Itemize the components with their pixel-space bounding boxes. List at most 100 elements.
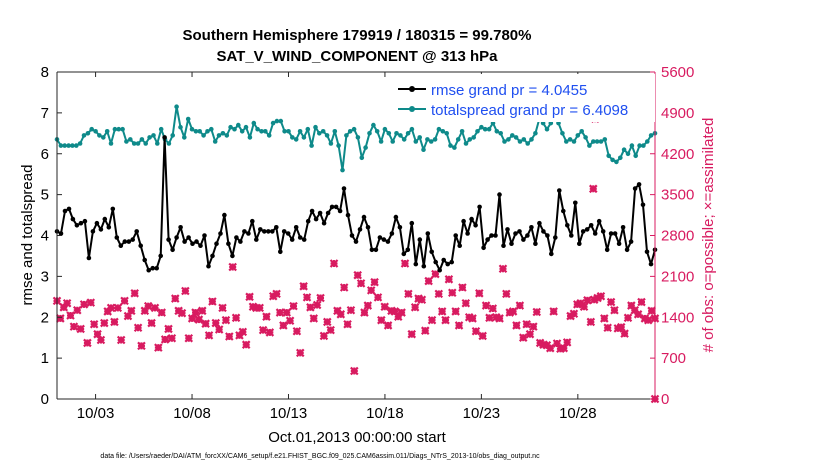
x-axis-label: Oct.01,2013 00:00:00 start: [268, 429, 446, 446]
rmse-series-point: [266, 229, 271, 234]
y-right-tick-label: 4200: [661, 146, 694, 163]
rmse-series-point: [437, 267, 443, 273]
obs-marker: [218, 303, 227, 313]
obs-marker: [164, 324, 173, 334]
y-left-tick-label: 3: [41, 268, 49, 285]
rmse-series-point: [289, 237, 295, 242]
rmse-series-point: [178, 225, 183, 230]
totalspread-series-point: [448, 143, 453, 148]
rmse-series-point: [433, 259, 439, 265]
rmse-series-point: [150, 265, 155, 271]
totalspread-series-point: [201, 133, 206, 138]
obs-marker: [498, 264, 508, 274]
obs-marker: [633, 310, 643, 319]
rmse-series-point: [262, 229, 267, 234]
totalspread-series-point: [614, 159, 619, 165]
totalspread-series-point: [390, 139, 396, 144]
obs-marker: [312, 300, 322, 310]
obs-marker: [606, 297, 616, 307]
totalspread-series-point: [143, 141, 148, 146]
obs-marker: [228, 262, 237, 272]
obs-marker: [481, 301, 491, 310]
rmse-series-point: [238, 239, 243, 244]
totalspread-series-point: [297, 129, 303, 134]
rmse-series-point: [389, 231, 395, 236]
rmse-series-point: [561, 208, 566, 214]
obs-marker: [191, 308, 200, 317]
totalspread-series-point: [139, 137, 145, 142]
obs-marker: [66, 311, 75, 320]
obs-marker: [72, 305, 82, 315]
rmse-series-point: [608, 231, 614, 236]
rmse-series-point: [413, 261, 419, 267]
totalspread-series-point: [70, 143, 75, 148]
totalspread-series-point: [101, 135, 106, 140]
totalspread-series-point: [97, 133, 102, 138]
rmse-series-point: [640, 202, 646, 208]
rmse-series-point: [130, 237, 135, 242]
obs-marker: [147, 318, 156, 328]
obs-marker: [518, 333, 528, 342]
obs-marker: [529, 322, 538, 331]
obs-marker: [441, 315, 450, 325]
y-right-tick-label: 2100: [661, 268, 694, 285]
obs-marker: [309, 314, 319, 323]
rmse-series-point: [521, 237, 526, 242]
totalspread-series-point: [120, 126, 125, 132]
rmse-series-point: [258, 227, 263, 232]
totalspread-series-point: [359, 155, 365, 161]
totalspread-series-point: [374, 129, 380, 134]
totalspread-series-point: [409, 126, 415, 132]
rmse-series-point: [596, 218, 602, 224]
obs-marker: [154, 343, 163, 352]
legend-spread-marker: [409, 106, 415, 112]
totalspread-series-point: [413, 139, 419, 144]
obs-marker: [319, 331, 329, 341]
obs-marker: [316, 293, 325, 303]
totalspread-series-point: [197, 129, 202, 134]
obs-marker: [343, 319, 352, 329]
rmse-series-point: [110, 206, 116, 212]
totalspread-series-point: [621, 147, 627, 152]
rmse-series-point: [600, 229, 606, 234]
rmse-series-point: [210, 253, 215, 259]
chart-title: Southern Hemisphere 179919 / 180315 = 99…: [183, 27, 532, 44]
y-right-tick-label: 4900: [661, 105, 694, 122]
obs-marker: [461, 298, 471, 308]
obs-marker: [143, 301, 153, 311]
obs-marker: [89, 319, 99, 329]
rmse-series-point: [317, 210, 323, 216]
y-right-tick-label: 3500: [661, 187, 694, 204]
y-axis-left-label: rmse and totalspread: [19, 165, 36, 306]
totalspread-series-point: [529, 137, 534, 142]
totalspread-series-point: [189, 126, 195, 132]
totalspread-series-point: [332, 129, 338, 134]
obs-marker: [549, 307, 558, 316]
obs-marker: [562, 338, 572, 347]
obs-marker: [458, 283, 467, 292]
totalspread-series-point: [263, 129, 268, 134]
rmse-series-point: [90, 229, 96, 234]
totalspread-series-point: [131, 141, 137, 146]
totalspread-series-point: [220, 131, 226, 136]
totalspread-series-point: [525, 141, 530, 146]
obs-marker: [83, 338, 92, 348]
obs-marker: [238, 327, 248, 337]
obs-marker: [350, 366, 359, 376]
obs-marker: [353, 270, 362, 280]
obs-marker: [197, 306, 207, 316]
rmse-series-point: [154, 265, 159, 271]
obs-marker: [610, 305, 619, 315]
obs-marker: [336, 310, 346, 319]
obs-marker: [167, 333, 177, 343]
obs-marker: [407, 329, 417, 339]
totalspread-series-point: [128, 137, 133, 142]
rmse-series-point: [565, 223, 570, 228]
totalspread-series-point: [421, 147, 426, 152]
totalspread-series-point: [367, 131, 372, 136]
totalspread-series-point: [236, 122, 241, 128]
rmse-series-point: [301, 237, 307, 242]
obs-marker: [471, 326, 481, 336]
obs-marker: [279, 321, 288, 330]
rmse-series-point: [114, 235, 120, 240]
